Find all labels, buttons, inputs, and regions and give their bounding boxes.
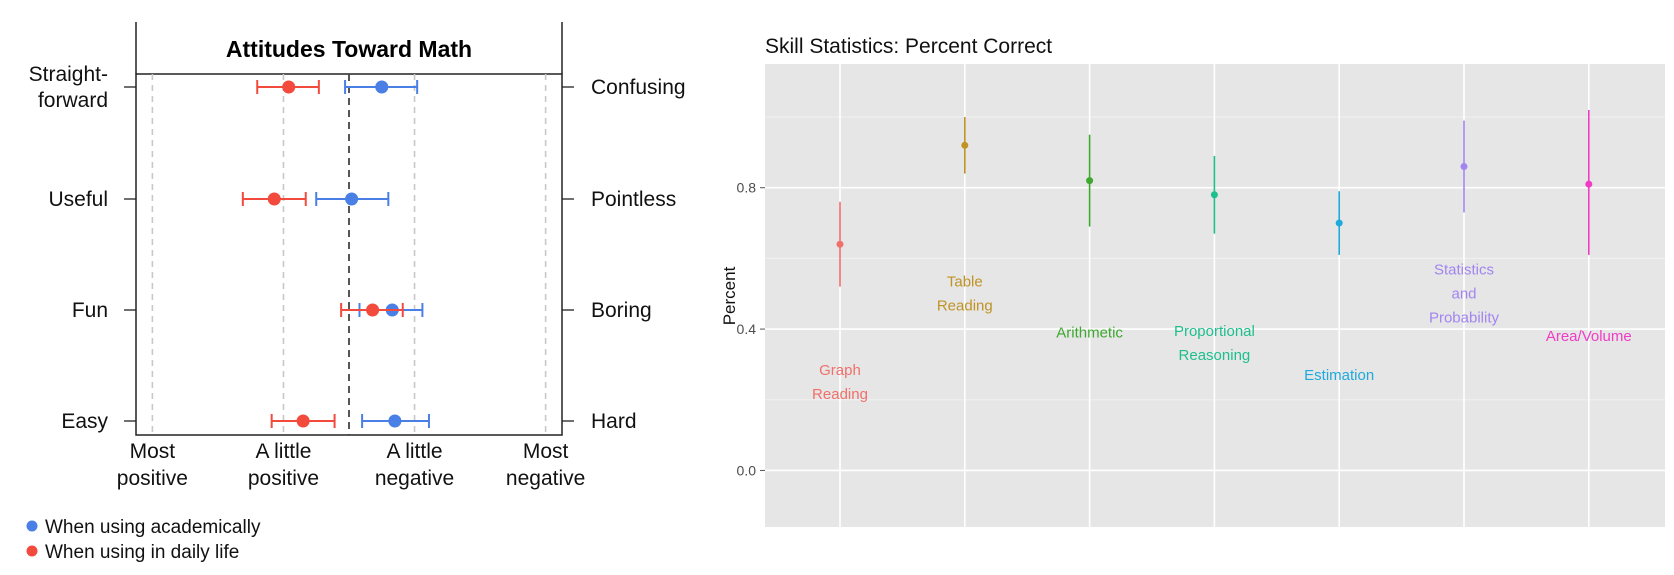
data-point: [296, 414, 310, 428]
right-axis-label: Boring: [591, 299, 652, 322]
category-label: Area/Volume: [1546, 328, 1632, 345]
data-point: [1086, 177, 1094, 185]
skill-chart: Skill Statistics: Percent Correct 0.0 0.4 0…: [720, 35, 1665, 527]
data-point: [961, 141, 969, 149]
category-label: Table Reading: [937, 274, 993, 315]
legend-label: When using academically: [45, 517, 261, 538]
data-point: [1335, 219, 1343, 227]
legend-marker: [26, 520, 38, 532]
right-axis-label: Pointless: [591, 188, 676, 211]
x-tick-label: Most negative: [506, 440, 585, 490]
data-point: [267, 192, 281, 206]
data-point: [1460, 162, 1468, 170]
attitudes-chart: Attitudes Toward Math Straight-forward Con…: [26, 22, 686, 563]
y-tick-label: 0.0: [737, 462, 757, 478]
right-axis-label: Confusing: [591, 76, 686, 99]
y-axis-label: Percent: [720, 266, 739, 325]
x-tick-label: Most positive: [117, 440, 188, 490]
y-tick-label: 0.4: [737, 321, 757, 337]
data-point: [1585, 180, 1593, 188]
chart-title: Skill Statistics: Percent Correct: [765, 35, 1052, 58]
data-point: [366, 303, 380, 317]
data-point: [345, 192, 359, 206]
data-point: [388, 414, 402, 428]
category-label: Statistics and Probability: [1429, 262, 1500, 327]
chart-title: Attitudes Toward Math: [226, 36, 472, 62]
left-axis-label: Useful: [48, 188, 108, 211]
category-label: Estimation: [1304, 367, 1374, 384]
category-label: Proportional Reasoning: [1174, 323, 1255, 364]
left-axis-label: Straight-forward: [29, 63, 108, 112]
y-tick-label: 0.8: [737, 180, 757, 196]
category-label: Graph Reading: [812, 362, 868, 403]
data-point: [836, 240, 844, 248]
data-point: [282, 80, 296, 94]
right-axis-label: Hard: [591, 410, 637, 433]
data-point: [375, 80, 389, 94]
category-label: Arithmetic: [1056, 325, 1123, 342]
legend-marker: [26, 545, 38, 557]
x-tick-label: A little positive: [248, 440, 319, 490]
left-axis-label: Easy: [61, 410, 108, 433]
left-axis-label: Fun: [72, 299, 108, 322]
x-tick-label: A little negative: [375, 440, 454, 490]
data-point: [1210, 191, 1218, 199]
legend-label: When using in daily life: [45, 542, 239, 563]
